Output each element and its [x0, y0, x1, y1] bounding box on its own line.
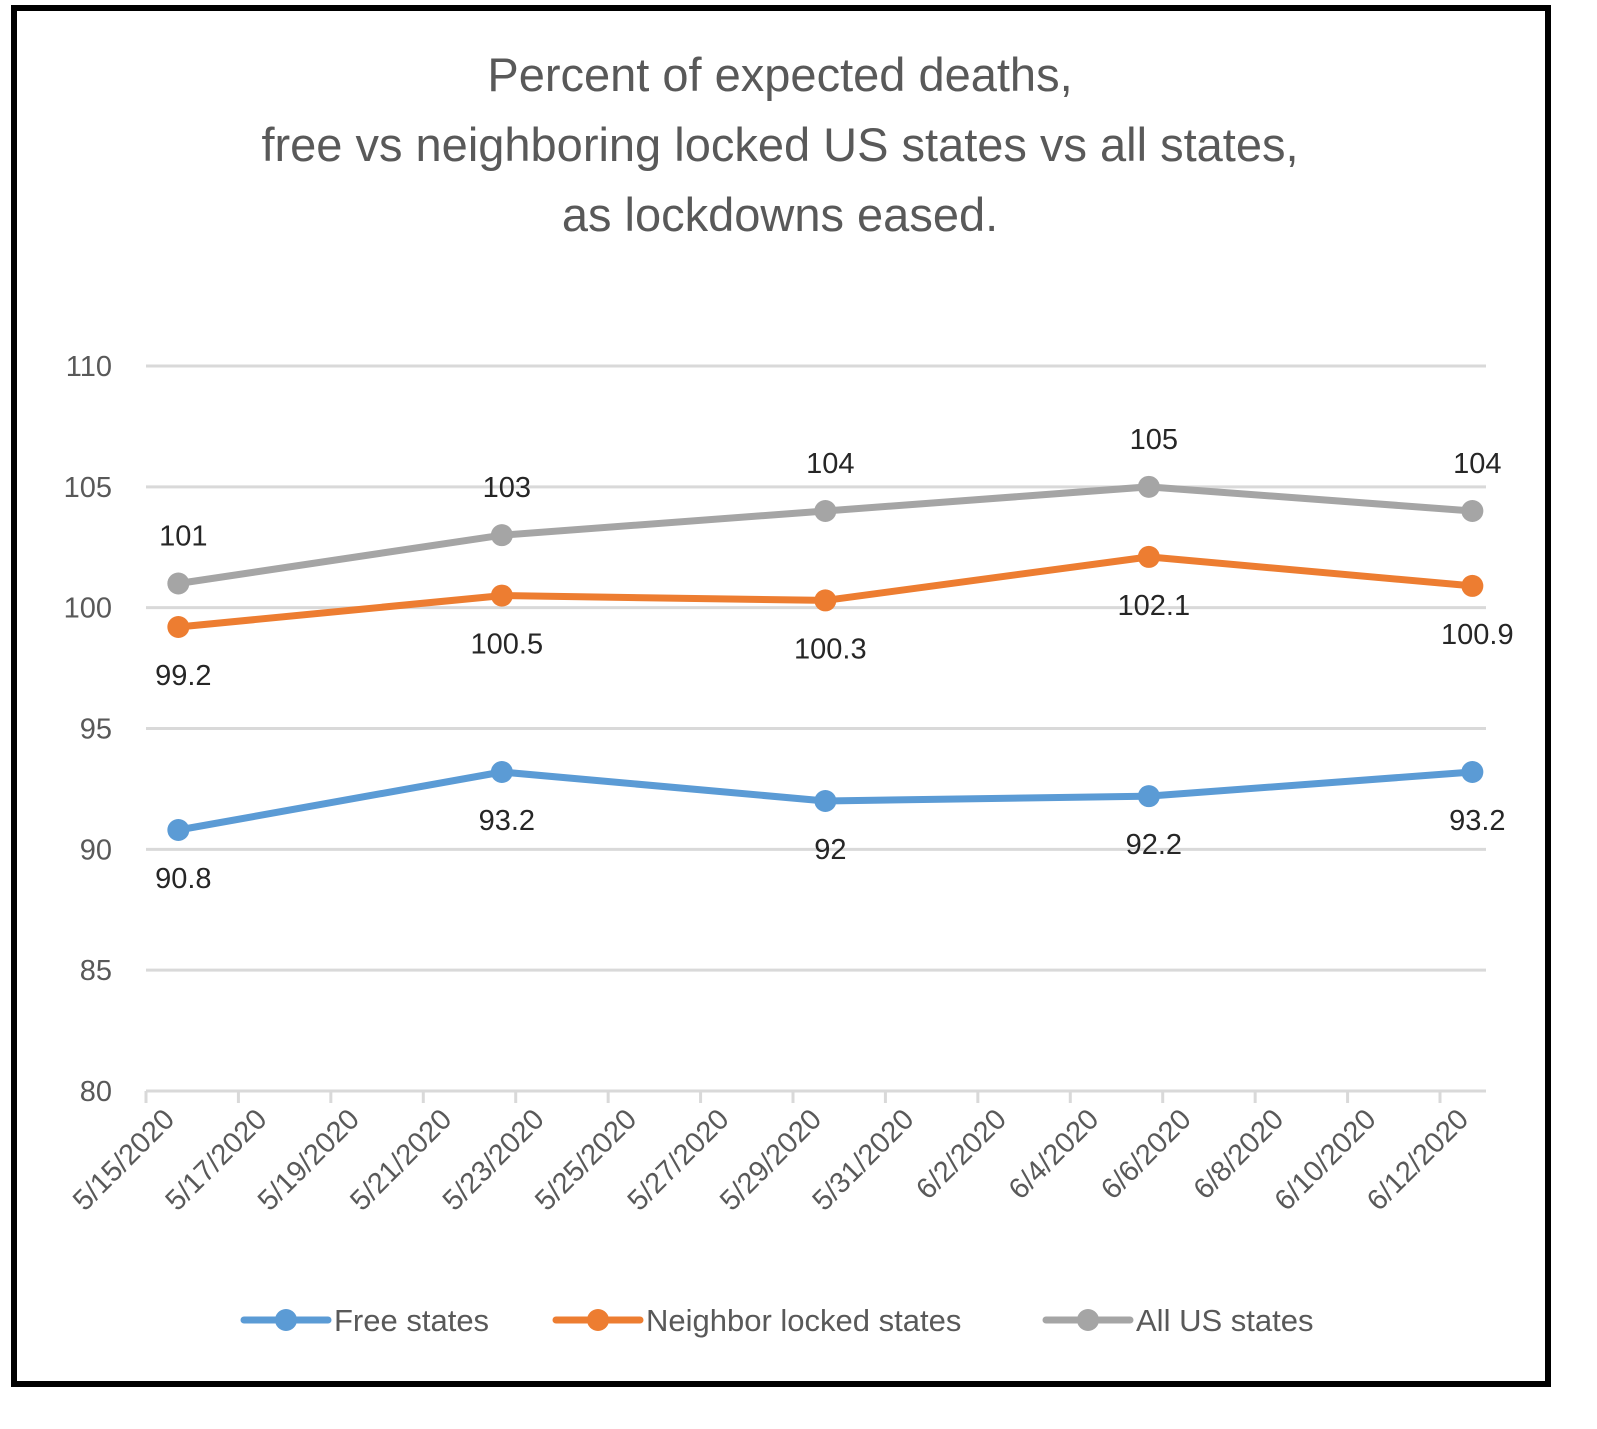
chart-title: Percent of expected deaths, free vs neig… [0, 40, 1560, 250]
x-tick-label-8: 5/31/2020 [807, 1103, 921, 1217]
data-point-free-states-4 [1461, 761, 1484, 783]
chart-title-line-2: free vs neighboring locked US states vs … [261, 118, 1299, 171]
data-point-all-us-states-4 [1461, 500, 1484, 522]
data-point-all-us-states-1 [490, 524, 513, 547]
y-tick-label-105: 105 [64, 472, 112, 504]
y-tick-label-90: 90 [80, 834, 112, 866]
legend: Free states Neighbor locked states All US … [240, 1303, 1313, 1338]
data-label-all-us-states-2: 104 [806, 448, 854, 480]
series-group: 101 103 104 105 104 99.2 100.5 100.3 102.1 100.9 9… [155, 424, 1514, 895]
data-point-all-us-states-0 [167, 572, 190, 595]
chart-title-line-3: as lockdowns eased. [561, 188, 999, 241]
data-label-all-us-states-3: 105 [1130, 424, 1178, 456]
x-tick-label-14: 6/12/2020 [1361, 1103, 1475, 1217]
x-tick-label-11: 6/6/2020 [1095, 1103, 1197, 1205]
data-label-all-us-states-4: 104 [1453, 448, 1501, 480]
legend-swatch-marker-all-us-states [1077, 1309, 1099, 1331]
data-point-free-states-2 [814, 790, 837, 812]
x-axis: 5/15/20205/17/20205/19/20205/21/20205/23… [67, 1089, 1486, 1217]
y-tick-label-85: 85 [80, 955, 112, 987]
data-point-neighbor-locked-states-3 [1137, 545, 1160, 568]
data-label-neighbor-locked-states-1: 100.5 [471, 629, 544, 661]
chart-frame [11, 5, 1551, 1387]
data-point-all-us-states-2 [814, 500, 837, 522]
legend-swatch-marker-neighbor-locked-states [587, 1309, 609, 1331]
data-label-free-states-0: 90.8 [155, 863, 211, 895]
y-tick-label-110: 110 [66, 351, 112, 383]
data-label-free-states-2: 92 [814, 834, 846, 866]
x-tick-label-9: 6/2/2020 [910, 1103, 1012, 1205]
legend-label-free-states: Free states [334, 1303, 489, 1338]
y-tick-label-95: 95 [80, 714, 112, 746]
data-point-free-states-1 [490, 761, 513, 783]
legend-label-neighbor-locked-states: Neighbor locked states [646, 1303, 961, 1338]
y-tick-label-100: 100 [64, 593, 112, 625]
data-label-neighbor-locked-states-3: 102.1 [1118, 590, 1191, 622]
data-label-free-states-4: 93.2 [1449, 805, 1505, 837]
data-label-neighbor-locked-states-4: 100.9 [1441, 619, 1514, 651]
data-point-neighbor-locked-states-0 [167, 616, 190, 638]
data-point-free-states-0 [167, 819, 190, 841]
data-label-free-states-3: 92.2 [1126, 829, 1182, 861]
y-tick-label-80: 80 [80, 1076, 112, 1108]
data-label-free-states-1: 93.2 [479, 805, 535, 837]
data-point-neighbor-locked-states-2 [814, 589, 837, 612]
data-point-free-states-3 [1137, 785, 1160, 808]
data-label-neighbor-locked-states-0: 99.2 [155, 660, 211, 692]
legend-label-all-us-states: All US states [1136, 1303, 1313, 1338]
data-label-neighbor-locked-states-2: 100.3 [794, 633, 867, 665]
data-label-all-us-states-0: 101 [159, 521, 207, 553]
data-label-all-us-states-1: 103 [483, 472, 531, 504]
data-point-neighbor-locked-states-4 [1461, 574, 1484, 597]
x-tick-label-10: 6/4/2020 [1003, 1103, 1105, 1205]
legend-swatch-marker-free-states [275, 1309, 297, 1331]
data-point-neighbor-locked-states-1 [490, 584, 513, 607]
chart-title-line-1: Percent of expected deaths, [487, 48, 1073, 101]
y-axis: 80 85 90 95 100 105 110 [64, 351, 112, 1108]
data-point-all-us-states-3 [1137, 475, 1160, 498]
